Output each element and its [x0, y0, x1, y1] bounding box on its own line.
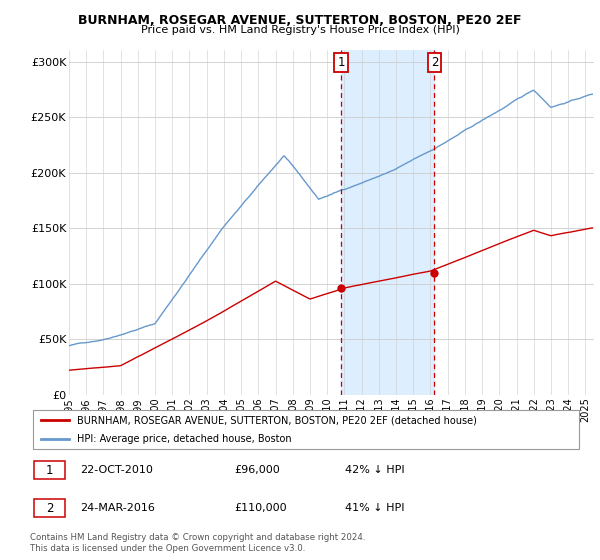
- Text: 2: 2: [46, 502, 53, 515]
- Text: BURNHAM, ROSEGAR AVENUE, SUTTERTON, BOSTON, PE20 2EF: BURNHAM, ROSEGAR AVENUE, SUTTERTON, BOST…: [78, 14, 522, 27]
- Text: £96,000: £96,000: [234, 465, 280, 475]
- Text: HPI: Average price, detached house, Boston: HPI: Average price, detached house, Bost…: [77, 435, 292, 445]
- Bar: [341, 50, 434, 395]
- FancyBboxPatch shape: [33, 410, 579, 449]
- Text: 41% ↓ HPI: 41% ↓ HPI: [344, 503, 404, 513]
- Text: 1: 1: [46, 464, 53, 477]
- FancyBboxPatch shape: [34, 461, 65, 479]
- Text: 1: 1: [337, 55, 345, 68]
- Text: Contains HM Land Registry data © Crown copyright and database right 2024.
This d: Contains HM Land Registry data © Crown c…: [30, 533, 365, 553]
- Text: 22-OCT-2010: 22-OCT-2010: [80, 465, 152, 475]
- Text: £110,000: £110,000: [234, 503, 287, 513]
- Text: Price paid vs. HM Land Registry's House Price Index (HPI): Price paid vs. HM Land Registry's House …: [140, 25, 460, 35]
- Text: 2: 2: [431, 55, 438, 68]
- FancyBboxPatch shape: [34, 499, 65, 517]
- Text: 24-MAR-2016: 24-MAR-2016: [80, 503, 155, 513]
- Text: 42% ↓ HPI: 42% ↓ HPI: [344, 465, 404, 475]
- Text: BURNHAM, ROSEGAR AVENUE, SUTTERTON, BOSTON, PE20 2EF (detached house): BURNHAM, ROSEGAR AVENUE, SUTTERTON, BOST…: [77, 415, 477, 425]
